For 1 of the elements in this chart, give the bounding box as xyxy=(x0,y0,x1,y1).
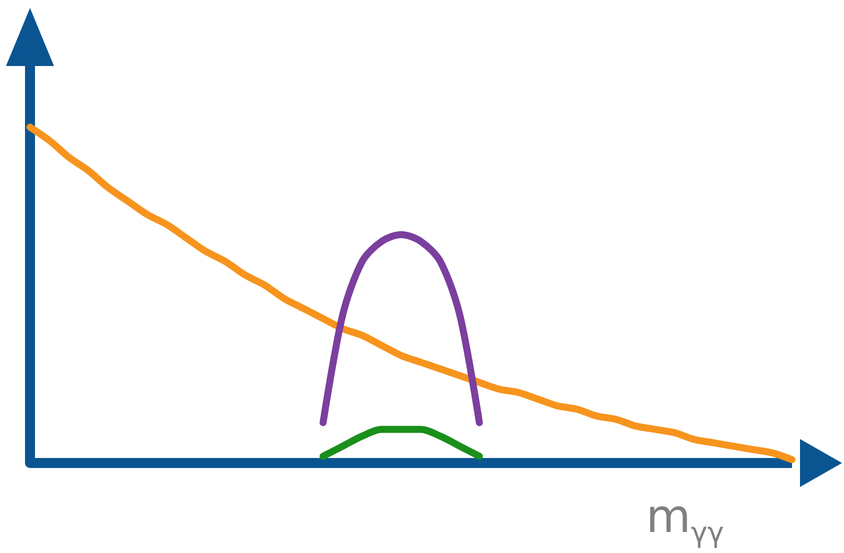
x-axis-title: m$_{γγ}$ xyxy=(646,489,724,550)
